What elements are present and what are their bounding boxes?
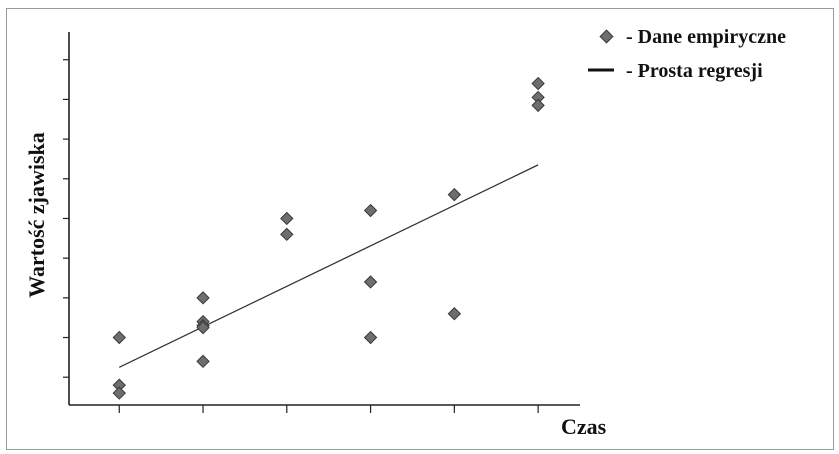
- regression-lines: [118, 164, 539, 368]
- data-point: [531, 76, 545, 91]
- x-axis-label: Czas: [561, 414, 607, 439]
- legend-diamond-marker: [599, 29, 614, 44]
- data-points: [112, 76, 545, 400]
- data-point: [112, 330, 126, 345]
- data-point: [447, 187, 462, 202]
- data-point: [196, 354, 210, 369]
- regression-line: [118, 164, 539, 368]
- data-point: [363, 275, 378, 289]
- data-point: [363, 203, 378, 218]
- axis-ticks: [63, 59, 539, 413]
- y-axis-label: Wartość zjawiska: [24, 132, 49, 298]
- data-point: [196, 320, 210, 335]
- data-point: [280, 227, 294, 242]
- axes: [68, 32, 580, 406]
- data-point: [363, 330, 378, 345]
- legend-item-regression: - Prosta regresji: [588, 60, 763, 82]
- legend-label-empirical: - Dane empiryczne: [626, 26, 786, 48]
- legend: - Dane empiryczne - Prosta regresji: [588, 26, 786, 82]
- chart-frame: [6, 8, 834, 450]
- data-point: [196, 291, 210, 305]
- data-point: [531, 98, 545, 113]
- legend-label-regression: - Prosta regresji: [626, 60, 763, 82]
- data-point: [280, 211, 294, 226]
- data-point: [112, 386, 126, 400]
- data-point: [447, 307, 462, 321]
- legend-item-empirical: - Dane empiryczne: [599, 26, 786, 48]
